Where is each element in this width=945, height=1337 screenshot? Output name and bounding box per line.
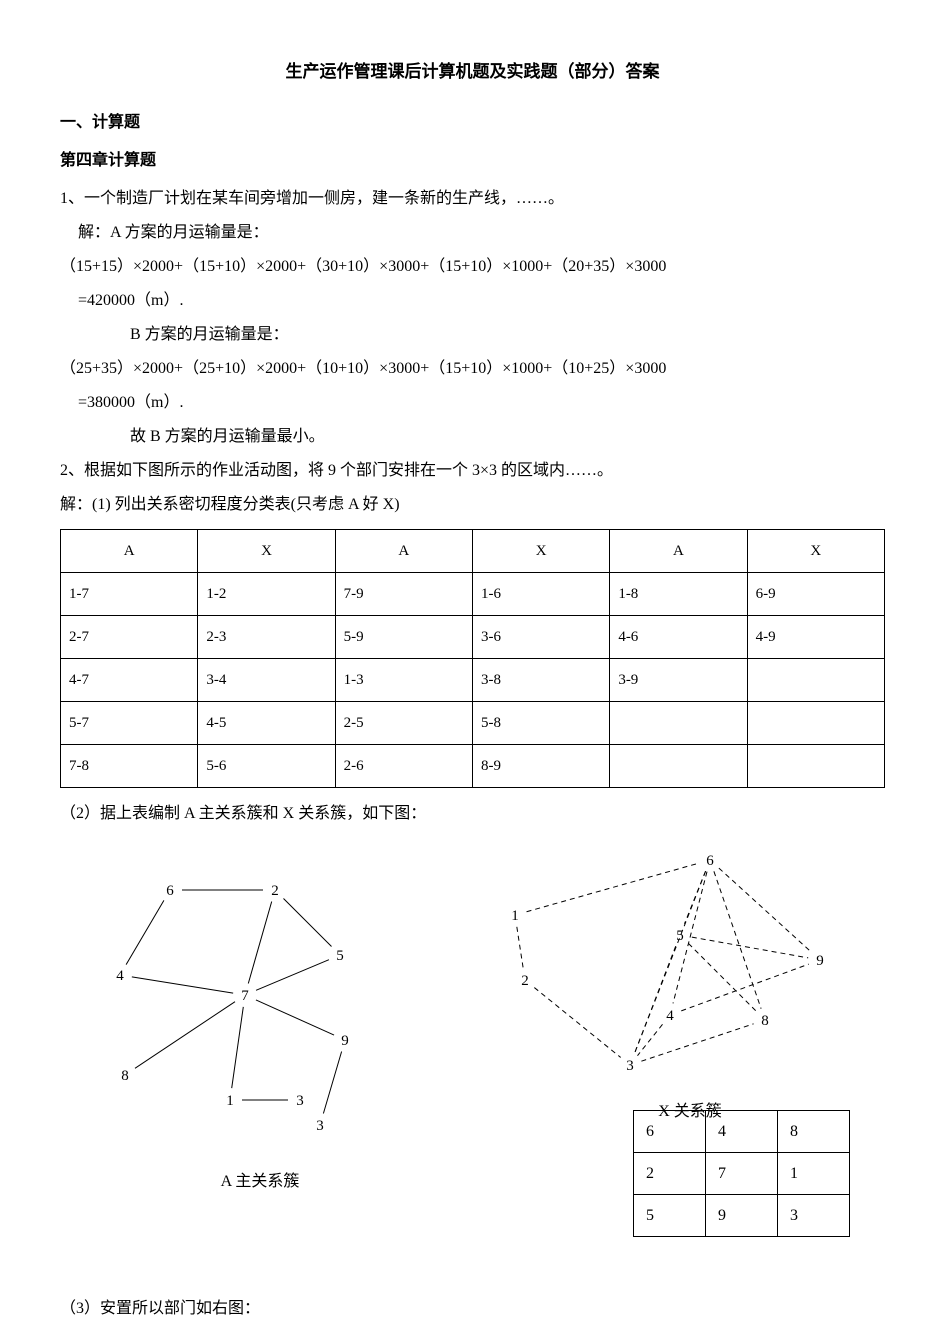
grid-cell: 6 <box>634 1111 706 1153</box>
svg-text:3: 3 <box>626 1058 634 1074</box>
td: 2-5 <box>335 702 472 745</box>
relation-table: A X A X A X 1-7 1-2 7-9 1-6 1-8 6-9 2-7 … <box>60 529 885 788</box>
formula-b: （25+35）×2000+（25+10）×2000+（10+10）×3000+（… <box>60 353 885 385</box>
grid-row: 2 7 1 <box>634 1153 850 1195</box>
td: 2-7 <box>61 616 198 659</box>
diagram-x-svg: 6 1 5 9 2 4 8 3 <box>460 840 860 1090</box>
svg-text:4: 4 <box>666 1008 674 1024</box>
section-1-header: 一、计算题 <box>60 107 885 139</box>
td: 3-9 <box>610 659 747 702</box>
td: 5-6 <box>198 745 335 788</box>
chapter-4-header: 第四章计算题 <box>60 145 885 177</box>
grid-cell: 7 <box>706 1153 778 1195</box>
td: 5-7 <box>61 702 198 745</box>
td: 7-9 <box>335 573 472 616</box>
grid-cell: 5 <box>634 1195 706 1237</box>
grid-row: 6 4 8 <box>634 1111 850 1153</box>
problem-1: 1、一个制造厂计划在某车间旁增加一侧房，建一条新的生产线，……。 <box>60 183 885 215</box>
svg-text:3: 3 <box>296 1093 304 1109</box>
td: 5-9 <box>335 616 472 659</box>
td: 6-9 <box>747 573 884 616</box>
svg-text:5: 5 <box>336 948 344 964</box>
td: 3-8 <box>472 659 609 702</box>
th-2: A <box>335 530 472 573</box>
svg-text:1: 1 <box>226 1093 234 1109</box>
svg-text:7: 7 <box>241 988 249 1004</box>
td: 4-5 <box>198 702 335 745</box>
table-row: 4-7 3-4 1-3 3-8 3-9 <box>61 659 885 702</box>
td: 2-6 <box>335 745 472 788</box>
grid-cell: 1 <box>778 1153 850 1195</box>
td <box>747 702 884 745</box>
td: 3-6 <box>472 616 609 659</box>
td <box>610 745 747 788</box>
svg-text:3: 3 <box>316 1118 324 1134</box>
td: 7-8 <box>61 745 198 788</box>
page-title: 生产运作管理课后计算机题及实践题（部分）答案 <box>60 55 885 89</box>
table-row: 2-7 2-3 5-9 3-6 4-6 4-9 <box>61 616 885 659</box>
result-b: =380000（m）. <box>60 387 885 419</box>
step-1: 解：(1) 列出关系密切程度分类表(只考虑 A 好 X) <box>60 489 885 521</box>
svg-text:9: 9 <box>341 1033 349 1049</box>
td: 4-6 <box>610 616 747 659</box>
grid-cell: 8 <box>778 1111 850 1153</box>
grid-row: 5 9 3 <box>634 1195 850 1237</box>
td: 1-8 <box>610 573 747 616</box>
svg-text:5: 5 <box>676 928 684 944</box>
table-row: 7-8 5-6 2-6 8-9 <box>61 745 885 788</box>
td <box>747 659 884 702</box>
th-4: A <box>610 530 747 573</box>
svg-text:6: 6 <box>166 883 174 899</box>
td: 1-6 <box>472 573 609 616</box>
grid-cell: 3 <box>778 1195 850 1237</box>
diagram-a-container: 6 2 5 4 7 9 8 1 33 A 主关系簇 <box>60 840 460 1198</box>
th-5: X <box>747 530 884 573</box>
th-1: X <box>198 530 335 573</box>
table-header-row: A X A X A X <box>61 530 885 573</box>
svg-text:2: 2 <box>521 973 529 989</box>
grid-cell: 9 <box>706 1195 778 1237</box>
grid-cell: 2 <box>634 1153 706 1195</box>
diagram-x-container: 61592483 X 关系簇 6 4 8 2 7 1 5 9 3 <box>460 840 880 1128</box>
svg-text:4: 4 <box>116 968 124 984</box>
table-row: 1-7 1-2 7-9 1-6 1-8 6-9 <box>61 573 885 616</box>
conclusion-1: 故 B 方案的月运输量最小。 <box>60 421 885 453</box>
td: 2-3 <box>198 616 335 659</box>
step-2: （2）据上表编制 A 主关系簇和 X 关系簇，如下图： <box>60 798 885 830</box>
th-0: A <box>61 530 198 573</box>
solution-a-intro: 解：A 方案的月运输量是： <box>60 217 885 249</box>
td: 4-7 <box>61 659 198 702</box>
td: 4-9 <box>747 616 884 659</box>
grid-cell: 4 <box>706 1111 778 1153</box>
svg-text:2: 2 <box>271 883 279 899</box>
result-a: =420000（m）. <box>60 285 885 317</box>
td: 5-8 <box>472 702 609 745</box>
td: 1-7 <box>61 573 198 616</box>
problem-2: 2、根据如下图所示的作业活动图，将 9 个部门安排在一个 3×3 的区域内……。 <box>60 455 885 487</box>
step-3: （3）安置所以部门如右图： <box>60 1293 885 1325</box>
td: 1-3 <box>335 659 472 702</box>
svg-text:9: 9 <box>816 953 824 969</box>
layout-grid: 6 4 8 2 7 1 5 9 3 <box>633 1110 850 1237</box>
svg-text:6: 6 <box>706 853 714 869</box>
svg-text:1: 1 <box>511 908 519 924</box>
solution-b-intro: B 方案的月运输量是： <box>60 319 885 351</box>
td: 1-2 <box>198 573 335 616</box>
formula-a: （15+15）×2000+（15+10）×2000+（30+10）×3000+（… <box>60 251 885 283</box>
td <box>747 745 884 788</box>
td: 8-9 <box>472 745 609 788</box>
td <box>610 702 747 745</box>
svg-text:8: 8 <box>761 1013 769 1029</box>
svg-text:8: 8 <box>121 1068 129 1084</box>
table-row: 5-7 4-5 2-5 5-8 <box>61 702 885 745</box>
diagram-a-caption: A 主关系簇 <box>60 1166 460 1198</box>
diagram-a-svg: 6 2 5 4 7 9 8 1 33 <box>60 840 420 1150</box>
th-3: X <box>472 530 609 573</box>
td: 3-4 <box>198 659 335 702</box>
